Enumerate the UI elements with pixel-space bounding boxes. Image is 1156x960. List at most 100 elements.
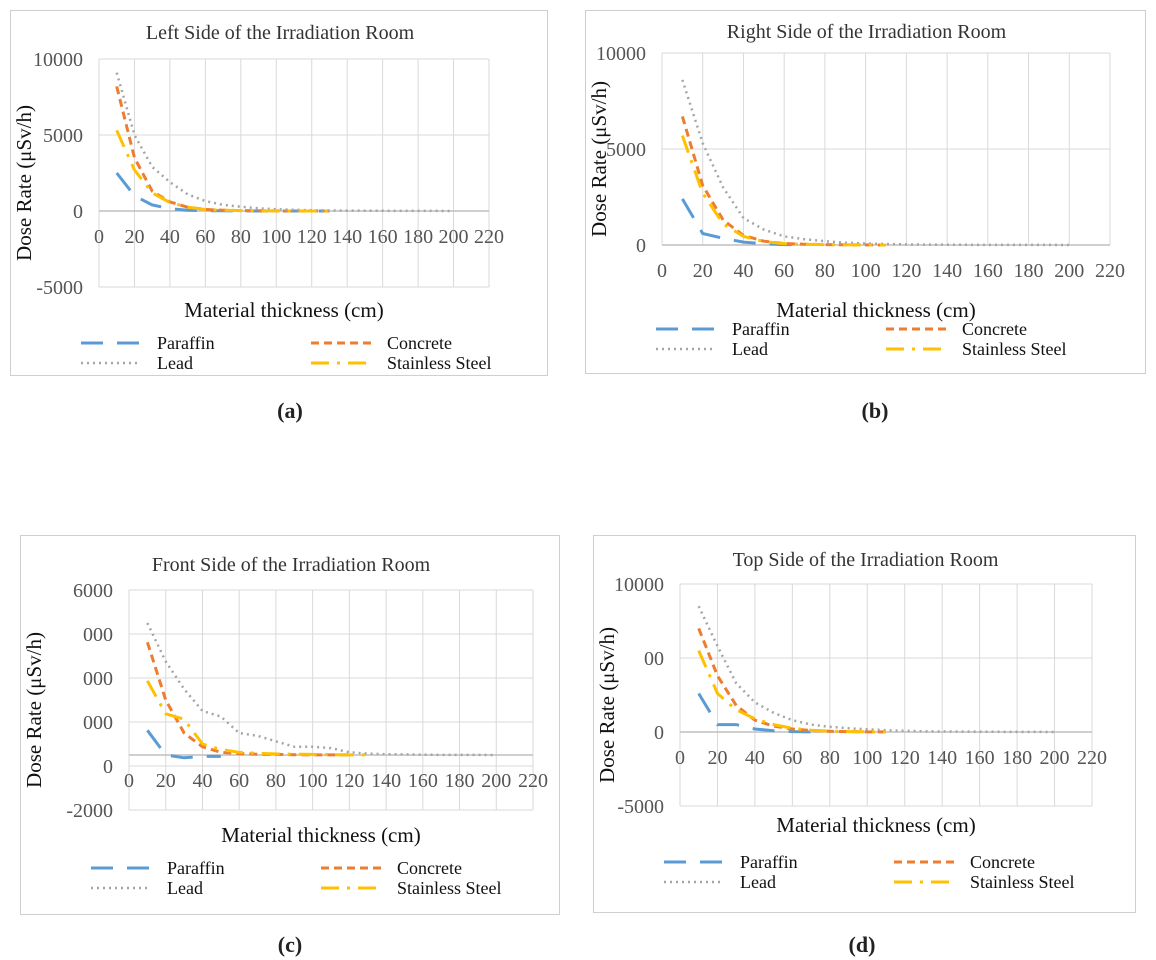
y-tick-label: 10000 [33, 49, 83, 71]
x-tick-label: 220 [474, 226, 504, 248]
legend-label-paraffin: Paraffin [167, 858, 225, 878]
chart-svg-top-side: Top Side of the Irradiation Room-5000000… [595, 549, 1107, 892]
series-line-stainless-steel [146, 680, 368, 757]
chart-title: Right Side of the Irradiation Room [727, 21, 1007, 43]
caption-d: (d) [848, 932, 876, 957]
legend-label-concrete: Concrete [970, 852, 1035, 872]
chart-svg-right-side: Right Side of the Irradiation Room 0 5000 1… [587, 21, 1125, 359]
legend-label-paraffin: Paraffin [157, 333, 215, 353]
series-line-stainless-steel [697, 649, 887, 734]
x-tick-label: 120 [891, 260, 921, 282]
y-tick-label: 0 [103, 756, 113, 778]
y-tick-label: -2000 [66, 800, 113, 822]
x-tick-label: 60 [229, 770, 249, 792]
caption-c: (c) [277, 932, 303, 957]
chart-svg-front-side: Front Side of the Irradiation Room -2000 0… [22, 554, 548, 898]
y-axis-label: Dose Rate (μSv/h) [12, 105, 36, 261]
x-tick-label: 0 [675, 747, 685, 769]
x-tick-label: 160 [965, 747, 995, 769]
legend-label-stainless-steel: Stainless Steel [387, 353, 492, 373]
x-tick-label: 60 [195, 226, 215, 248]
x-tick-label: 200 [1040, 747, 1070, 769]
x-tick-label: 140 [371, 770, 401, 792]
legend-label-concrete: Concrete [387, 333, 452, 353]
chart-panel-front-side: Front Side of the Irradiation Room -2000 0… [20, 535, 560, 915]
x-tick-label: 40 [160, 226, 180, 248]
x-tick-label: 140 [927, 747, 957, 769]
x-axis-label: Material thickness (cm) [221, 823, 420, 847]
x-tick-label: 0 [124, 770, 134, 792]
x-tick-label: 40 [745, 747, 765, 769]
series-line-concrete [115, 86, 330, 213]
legend-label-stainless-steel: Stainless Steel [962, 339, 1067, 359]
legend-label-paraffin: Paraffin [740, 852, 798, 872]
chart-panel-top-side: Top Side of the Irradiation Room -5000 0 00… [593, 535, 1136, 913]
x-tick-label: 180 [445, 770, 475, 792]
y-tick-label: 000 [83, 668, 113, 690]
legend-label-stainless-steel: Stainless Steel [970, 872, 1075, 892]
y-tick-label: 10000 [596, 43, 646, 65]
y-tick-label: 10000 [614, 574, 664, 596]
x-tick-label: 40 [733, 260, 753, 282]
y-tick-label: 0 [636, 235, 646, 257]
y-tick-label: -5000 [36, 277, 83, 299]
x-tick-label: 20 [707, 747, 727, 769]
x-tick-label: 120 [297, 226, 327, 248]
x-tick-label: 100 [852, 747, 882, 769]
legend-label-lead: Lead [732, 339, 768, 359]
x-tick-label: 0 [657, 260, 667, 282]
x-axis-label: Material thickness (cm) [776, 298, 975, 322]
x-axis-label: Material thickness (cm) [776, 813, 975, 837]
x-tick-label: 200 [481, 770, 511, 792]
series-line-lead [697, 605, 1055, 734]
x-tick-label: 180 [1014, 260, 1044, 282]
y-tick-label: 000 [83, 712, 113, 734]
legend-label-lead: Lead [167, 878, 203, 898]
x-tick-label: 160 [973, 260, 1003, 282]
legend-label-concrete: Concrete [962, 319, 1027, 339]
y-tick-label: 5000 [606, 139, 646, 161]
y-tick-label: 6000 [73, 580, 113, 602]
y-tick-label: 000 [83, 624, 113, 646]
x-tick-label: 80 [231, 226, 251, 248]
series-line-stainless-steel [115, 129, 330, 213]
x-tick-label: 160 [408, 770, 438, 792]
y-axis-label: Dose Rate (μSv/h) [22, 632, 46, 788]
series-line-stainless-steel [680, 135, 887, 247]
x-tick-label: 60 [782, 747, 802, 769]
y-tick-label: 0 [654, 722, 664, 744]
x-tick-label: 120 [890, 747, 920, 769]
x-tick-label: 220 [518, 770, 548, 792]
chart-svg-left-side: Left Side of the Irradiation Room -5000 0 5… [12, 22, 504, 373]
series-line-concrete [145, 641, 350, 757]
x-tick-label: 140 [932, 260, 962, 282]
chart-title: Front Side of the Irradiation Room [152, 554, 431, 576]
x-tick-label: 220 [1095, 260, 1125, 282]
y-axis-label: Dose Rate (μSv/h) [595, 627, 619, 783]
legend-label-lead: Lead [157, 353, 193, 373]
legend-label-concrete: Concrete [397, 858, 462, 878]
series-line-lead [146, 622, 497, 757]
x-tick-label: 160 [368, 226, 398, 248]
y-tick-label: 00 [644, 648, 664, 670]
series-line-paraffin [697, 692, 812, 734]
legend-label-paraffin: Paraffin [732, 319, 790, 339]
x-tick-label: 20 [156, 770, 176, 792]
x-tick-label: 20 [124, 226, 144, 248]
x-tick-label: 40 [192, 770, 212, 792]
x-tick-label: 100 [261, 226, 291, 248]
x-tick-label: 80 [815, 260, 835, 282]
caption-b: (b) [861, 398, 889, 423]
x-tick-label: 200 [439, 226, 469, 248]
x-tick-label: 0 [94, 226, 104, 248]
series-line-lead [681, 79, 1070, 247]
chart-panel-right-side: Right Side of the Irradiation Room 0 5000 1… [585, 10, 1146, 374]
x-tick-label: 180 [1002, 747, 1032, 769]
chart-title: Top Side of the Irradiation Room [733, 549, 999, 571]
series-line-paraffin [146, 729, 221, 760]
x-tick-label: 20 [693, 260, 713, 282]
y-axis-label: Dose Rate (μSv/h) [587, 81, 611, 237]
series-line-lead [115, 72, 454, 213]
legend-label-lead: Lead [740, 872, 776, 892]
x-tick-label: 200 [1054, 260, 1084, 282]
